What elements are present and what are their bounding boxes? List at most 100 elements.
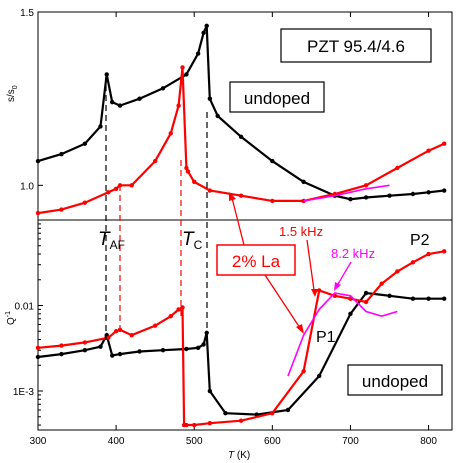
bottom-series-2-la: [37, 250, 445, 427]
data-point: [301, 198, 306, 204]
data-point: [195, 345, 201, 351]
data-point: [363, 290, 369, 296]
data-point: [426, 190, 431, 195]
taf-label: TAF: [98, 229, 125, 252]
data-point: [35, 158, 41, 164]
undoped-label-box-bottom: [347, 364, 443, 396]
freq-arrow-2-head: [334, 282, 341, 291]
x-tick-label: 500: [186, 436, 203, 447]
y-tick-label-top: 1.5: [20, 8, 34, 19]
data-point: [104, 72, 109, 77]
y-tick-label-top: 1.0: [20, 181, 34, 192]
data-point: [387, 293, 392, 298]
freq-label-2: 8.2 kHz: [331, 246, 375, 261]
y-axis-label-top: s/s0: [6, 85, 19, 102]
data-point: [395, 269, 400, 274]
data-point: [441, 141, 447, 146]
data-point: [152, 158, 158, 164]
top-series-2-la-fit: [303, 184, 390, 202]
data-point: [110, 353, 115, 358]
data-point: [184, 422, 189, 428]
data-point: [110, 99, 115, 105]
data-point: [59, 343, 64, 348]
data-point: [426, 296, 431, 301]
data-point: [59, 207, 64, 212]
data-point: [270, 158, 275, 164]
freq-label-1: 1.5 kHz: [279, 224, 323, 239]
data-point: [59, 351, 64, 357]
data-series: [35, 23, 447, 428]
la-arrow-down: [264, 274, 301, 329]
x-tick-label: 700: [342, 436, 359, 447]
axis-ticks: 300 400 500 600 700 800 1.0 1.5 1E-3 0.01: [13, 8, 437, 447]
data-point: [176, 103, 181, 108]
data-point: [387, 193, 392, 198]
data-point: [317, 288, 322, 293]
data-point: [82, 141, 88, 146]
data-point: [106, 190, 111, 195]
data-point: [192, 422, 197, 428]
data-point: [137, 349, 142, 354]
bottom-panel-frame: [37, 219, 453, 431]
data-point: [113, 329, 119, 334]
data-point: [238, 418, 244, 423]
data-point: [180, 305, 185, 310]
data-point: [363, 183, 369, 188]
data-point: [184, 346, 189, 352]
peak-label-p2: P2: [410, 232, 430, 249]
data-point: [35, 354, 41, 360]
undoped-label-box-top: [229, 81, 325, 113]
data-point: [184, 72, 189, 77]
freq-arrow-2: [337, 261, 352, 285]
data-point: [348, 311, 353, 316]
data-point: [207, 188, 213, 193]
data-point: [98, 344, 103, 349]
data-point: [238, 193, 244, 198]
data-point: [363, 299, 369, 305]
x-tick-label: 800: [420, 436, 437, 447]
data-point: [207, 388, 213, 394]
data-point: [301, 369, 306, 374]
data-point: [137, 96, 142, 101]
data-point: [113, 186, 119, 191]
data-point: [410, 191, 416, 197]
data-point: [195, 51, 201, 56]
data-point: [270, 198, 275, 204]
data-point: [441, 188, 447, 193]
data-point: [426, 148, 431, 153]
data-point: [117, 351, 123, 357]
data-point: [201, 342, 206, 347]
freq-arrow-1: [306, 239, 315, 291]
data-point: [207, 96, 213, 101]
data-point: [106, 335, 111, 340]
data-point: [379, 281, 384, 286]
x-axis-label: T (K): [228, 450, 250, 461]
y-tick-label-bottom: 1E-3: [13, 387, 35, 398]
data-point: [238, 134, 244, 139]
data-point: [363, 195, 369, 200]
freq-arrow-1-head: [311, 289, 318, 297]
data-point: [117, 103, 123, 108]
data-point: [192, 179, 197, 185]
data-point: [168, 313, 173, 319]
data-point: [35, 345, 41, 351]
data-point: [207, 421, 213, 426]
la-label-box: [216, 244, 296, 276]
y-axis-label-bottom: Q-1: [5, 311, 17, 325]
data-point: [160, 348, 166, 353]
data-point: [35, 210, 41, 216]
la-arrow-down-head: [296, 324, 304, 334]
y-tick-label-bottom: 0.01: [15, 302, 35, 313]
la-arrow-up-head: [229, 192, 236, 201]
undoped-label-bottom: undoped: [362, 372, 428, 391]
data-point: [185, 169, 191, 174]
data-point: [426, 251, 431, 257]
data-point: [223, 411, 228, 416]
title-box: [280, 28, 432, 63]
data-point: [176, 307, 181, 312]
data-point: [59, 151, 64, 157]
data-point: [184, 165, 189, 171]
data-point: [285, 407, 291, 413]
bottom-series-undoped: [37, 291, 445, 416]
